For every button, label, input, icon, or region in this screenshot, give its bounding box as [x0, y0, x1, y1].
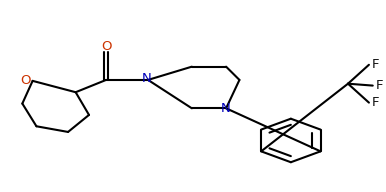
- Text: N: N: [221, 102, 231, 115]
- Text: F: F: [372, 58, 379, 71]
- Text: F: F: [376, 79, 383, 92]
- Text: F: F: [372, 96, 379, 109]
- Text: N: N: [142, 72, 152, 85]
- Text: O: O: [101, 41, 112, 53]
- Text: O: O: [20, 74, 31, 87]
